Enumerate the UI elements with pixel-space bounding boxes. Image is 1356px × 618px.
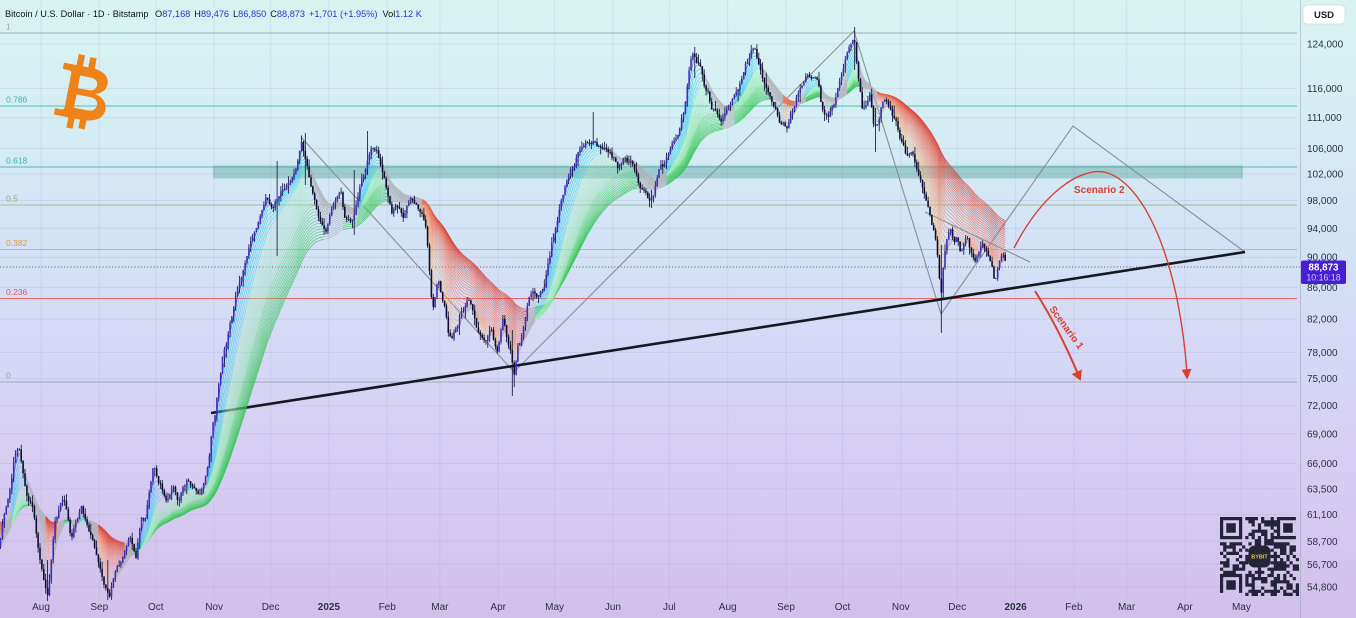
svg-text:Jun: Jun: [605, 602, 621, 613]
svg-text:63,500: 63,500: [1307, 485, 1338, 496]
svg-text:72,000: 72,000: [1307, 401, 1338, 412]
svg-text:111,000: 111,000: [1307, 113, 1342, 124]
svg-text:88,873: 88,873: [1309, 263, 1340, 274]
svg-text:56,700: 56,700: [1307, 560, 1338, 571]
svg-text:Aug: Aug: [32, 602, 50, 613]
svg-text:May: May: [545, 602, 564, 613]
svg-text:10:16:18: 10:16:18: [1306, 273, 1340, 283]
svg-text:66,000: 66,000: [1307, 459, 1338, 470]
svg-text:Nov: Nov: [205, 602, 223, 613]
svg-text:0.382: 0.382: [6, 238, 28, 248]
svg-text:116,000: 116,000: [1307, 84, 1343, 95]
svg-text:0.786: 0.786: [6, 95, 28, 105]
svg-text:Aug: Aug: [719, 602, 737, 613]
svg-text:Apr: Apr: [1177, 602, 1193, 613]
svg-text:Sep: Sep: [777, 602, 795, 613]
svg-text:Dec: Dec: [948, 602, 966, 613]
svg-text:Bitcoin / U.S. Dollar · 1D · B: Bitcoin / U.S. Dollar · 1D · Bitstamp O8…: [5, 9, 423, 19]
svg-text:Mar: Mar: [1118, 602, 1136, 613]
svg-text:Dec: Dec: [262, 602, 280, 613]
svg-text:Jul: Jul: [663, 602, 676, 613]
svg-text:75,000: 75,000: [1307, 374, 1338, 385]
svg-text:Oct: Oct: [835, 602, 851, 613]
svg-text:0.236: 0.236: [6, 287, 28, 297]
svg-text:0.618: 0.618: [6, 156, 28, 166]
svg-text:BYBIT: BYBIT: [1251, 555, 1268, 561]
svg-text:69,000: 69,000: [1307, 429, 1338, 440]
svg-text:54,800: 54,800: [1307, 583, 1338, 594]
svg-text:98,000: 98,000: [1307, 196, 1338, 207]
svg-text:Nov: Nov: [892, 602, 910, 613]
svg-text:106,000: 106,000: [1307, 144, 1344, 155]
svg-text:0: 0: [6, 371, 11, 381]
svg-text:0.5: 0.5: [6, 194, 18, 204]
svg-text:86,000: 86,000: [1307, 283, 1338, 294]
svg-text:Apr: Apr: [490, 602, 506, 613]
svg-text:May: May: [1232, 602, 1251, 613]
svg-text:124,000: 124,000: [1307, 40, 1344, 51]
svg-text:Feb: Feb: [1065, 602, 1083, 613]
svg-text:Mar: Mar: [431, 602, 449, 613]
svg-text:Scenario 2: Scenario 2: [1074, 185, 1125, 196]
svg-text:2026: 2026: [1004, 602, 1027, 613]
svg-text:Feb: Feb: [379, 602, 397, 613]
svg-text:Sep: Sep: [90, 602, 108, 613]
svg-text:Oct: Oct: [148, 602, 164, 613]
svg-text:102,000: 102,000: [1307, 170, 1344, 181]
svg-text:58,700: 58,700: [1307, 537, 1338, 548]
svg-text:94,000: 94,000: [1307, 224, 1338, 235]
svg-text:82,000: 82,000: [1307, 315, 1338, 326]
svg-text:1: 1: [6, 22, 11, 32]
svg-text:61,100: 61,100: [1307, 510, 1338, 521]
svg-text:2025: 2025: [318, 602, 341, 613]
svg-text:90,000: 90,000: [1307, 253, 1338, 264]
svg-text:78,000: 78,000: [1307, 348, 1338, 359]
svg-text:Scenario 1: Scenario 1: [1047, 304, 1086, 352]
svg-text:USD: USD: [1314, 10, 1334, 21]
